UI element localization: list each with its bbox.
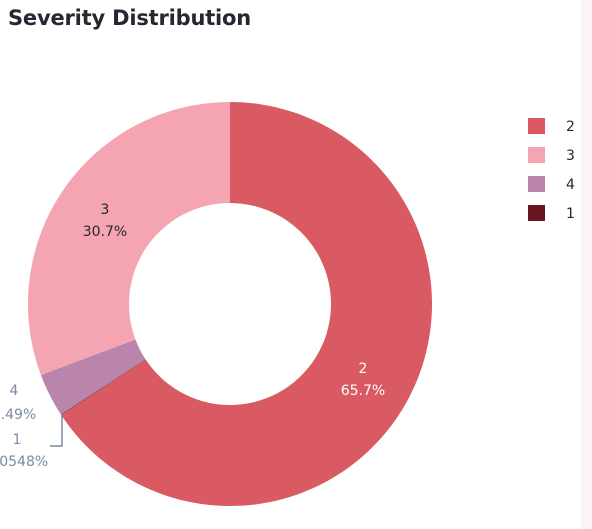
legend-label: 2 (566, 119, 575, 135)
sidebar-strip (581, 0, 592, 529)
legend-swatch (528, 205, 545, 221)
legend-label: 1 (566, 206, 575, 222)
svg-text:2: 2 (359, 361, 368, 377)
svg-text:30.7%: 30.7% (83, 224, 127, 240)
legend-swatch (528, 147, 545, 163)
leader-line (50, 414, 63, 447)
chart-title: Severity Distribution (8, 6, 252, 30)
slice-3[interactable] (28, 102, 231, 376)
slice-label-4: 4 3.49% (0, 383, 36, 423)
legend-item-3[interactable]: 3 (528, 147, 575, 164)
svg-text:3.49%: 3.49% (0, 407, 36, 423)
slice-label-1: 1 0.0548% (0, 414, 63, 470)
legend-label: 4 (566, 177, 575, 193)
legend: 2 3 4 1 (528, 118, 575, 222)
legend-swatch (528, 118, 545, 134)
legend-item-2[interactable]: 2 (528, 118, 575, 135)
slice-label-3: 3 30.7% (83, 202, 127, 240)
slice-4[interactable] (40, 339, 146, 415)
legend-swatch (528, 176, 545, 192)
svg-text:1: 1 (13, 432, 22, 448)
legend-label: 3 (566, 148, 575, 164)
svg-text:4: 4 (10, 383, 19, 399)
svg-text:65.7%: 65.7% (341, 383, 385, 399)
slice-2[interactable] (61, 102, 432, 506)
svg-text:3: 3 (101, 202, 110, 218)
svg-text:0.0548%: 0.0548% (0, 454, 48, 470)
legend-item-1[interactable]: 1 (528, 205, 575, 222)
slice-1[interactable] (60, 359, 146, 416)
legend-item-4[interactable]: 4 (528, 176, 575, 193)
slice-label-2: 2 65.7% (341, 361, 385, 399)
